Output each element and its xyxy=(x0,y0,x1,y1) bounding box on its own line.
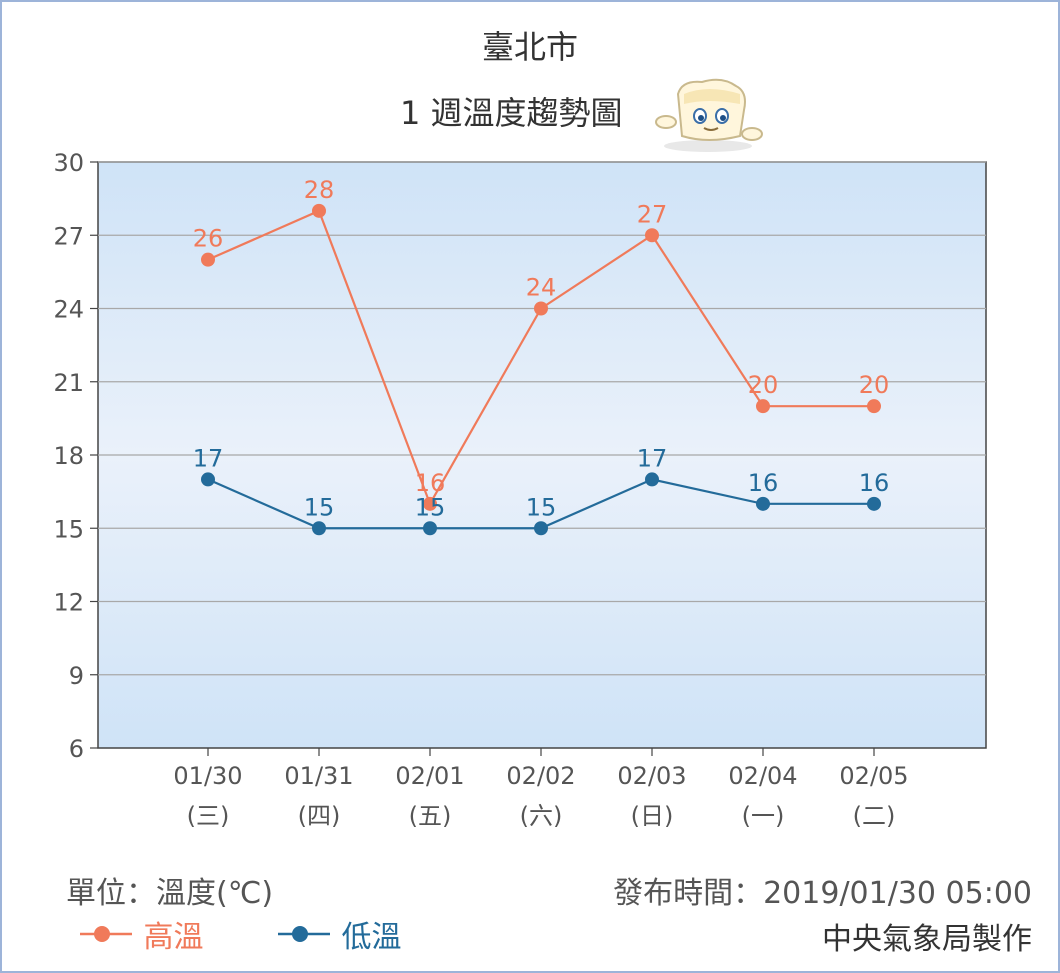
y-tick-label: 30 xyxy=(53,149,84,177)
data-point-high xyxy=(645,228,659,243)
publish-time: 發布時間：2019/01/30 05:00 xyxy=(613,876,1032,911)
y-tick-label: 12 xyxy=(53,589,84,617)
data-point-high xyxy=(201,252,215,267)
y-tick-label: 18 xyxy=(53,442,84,470)
y-axis: 6 9 12 15 18 21 24 27 30 xyxy=(53,149,98,763)
x-tick-weekday: (日) xyxy=(631,802,674,830)
chart-subtitle: 1 週溫度趨勢圖 xyxy=(400,94,623,132)
data-point-high xyxy=(423,496,437,511)
maker-label: 中央氣象局製作 xyxy=(822,922,1032,957)
x-tick-label: 02/03 xyxy=(617,762,686,790)
data-point-high xyxy=(756,399,770,414)
data-point-low xyxy=(534,521,548,536)
x-axis: 01/30 (三) 01/31 (四) 02/01 (五) 02/02 (六) 02/03 (日)… xyxy=(173,748,909,830)
data-label-low: 15 xyxy=(304,493,335,521)
x-tick-label: 01/30 xyxy=(173,762,242,790)
y-tick-label: 6 xyxy=(69,735,84,763)
y-tick-label: 27 xyxy=(53,222,84,250)
data-label-low: 16 xyxy=(748,469,779,497)
x-tick-weekday: (六) xyxy=(520,802,563,830)
y-tick-label: 21 xyxy=(53,369,84,397)
legend-high: 高溫 xyxy=(78,912,204,956)
legend-low-label: 低溫 xyxy=(341,920,402,955)
data-point-low xyxy=(423,521,437,536)
legend-low-marker-icon xyxy=(278,926,330,942)
data-label-high: 16 xyxy=(415,469,446,497)
x-tick-label: 02/01 xyxy=(395,762,464,790)
data-point-high xyxy=(312,203,326,218)
data-point-low xyxy=(756,496,770,511)
data-label-high: 20 xyxy=(748,371,779,399)
data-point-low xyxy=(645,472,659,487)
data-label-high: 27 xyxy=(637,200,668,228)
data-label-high: 26 xyxy=(193,225,224,253)
data-label-low: 17 xyxy=(637,444,668,472)
data-point-high xyxy=(534,301,548,316)
y-tick-label: 24 xyxy=(53,296,84,324)
legend-low: 低溫 xyxy=(276,912,402,956)
data-point-high xyxy=(867,399,881,414)
legend-high-marker-icon xyxy=(80,926,132,942)
mascot-icon xyxy=(655,78,763,152)
data-point-low xyxy=(867,496,881,511)
x-tick-label: 02/02 xyxy=(506,762,575,790)
data-label-low: 15 xyxy=(415,493,446,521)
data-label-high: 20 xyxy=(859,371,890,399)
data-label-high: 24 xyxy=(526,274,557,302)
chart-title: 臺北市 xyxy=(481,28,578,66)
x-tick-weekday: (四) xyxy=(298,802,341,830)
x-tick-weekday: (二) xyxy=(853,802,896,830)
temperature-line-chart: 6 9 12 15 18 21 24 27 30 01/30 (三) 01/31 (四) 02/01 (五… xyxy=(53,149,987,830)
x-tick-weekday: (三) xyxy=(187,802,230,830)
legend-high-label: 高溫 xyxy=(143,920,204,955)
series-layer: 26 28 16 24 27 20 20 17 15 15 15 17 16 16 xyxy=(193,176,890,536)
y-tick-label: 9 xyxy=(69,662,84,690)
data-label-low: 15 xyxy=(526,493,557,521)
x-tick-label: 02/04 xyxy=(728,762,797,790)
data-point-low xyxy=(201,472,215,487)
data-label-low: 17 xyxy=(193,444,224,472)
unit-label: 單位：溫度(℃) xyxy=(66,876,274,911)
x-tick-weekday: (一) xyxy=(742,802,785,830)
y-tick-label: 15 xyxy=(53,515,84,543)
data-label-low: 16 xyxy=(859,469,890,497)
x-tick-label: 01/31 xyxy=(284,762,353,790)
x-tick-weekday: (五) xyxy=(409,802,452,830)
data-point-low xyxy=(312,521,326,536)
data-label-high: 28 xyxy=(304,176,335,204)
x-tick-label: 02/05 xyxy=(839,762,908,790)
